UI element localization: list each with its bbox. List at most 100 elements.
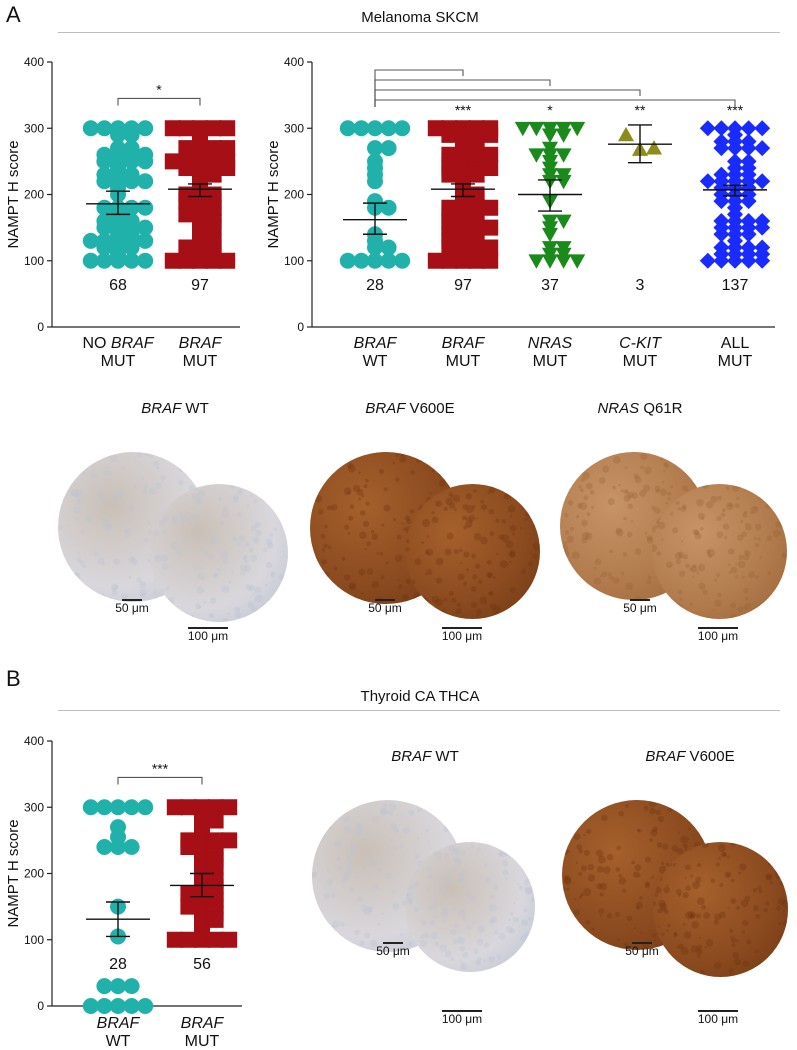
data-point <box>754 120 771 137</box>
data-point <box>367 173 383 190</box>
data-point <box>219 120 236 137</box>
data-point <box>96 978 113 995</box>
data-point <box>180 885 197 902</box>
data-point <box>482 239 499 256</box>
significance-label: * <box>547 102 553 118</box>
data-point <box>110 126 126 143</box>
y-tick-label: 300 <box>24 800 44 814</box>
data-point <box>123 166 140 183</box>
scale-label-small: 50 μm <box>368 601 402 615</box>
scale-label-small: 50 μm <box>625 944 659 958</box>
category-label: C-KIT <box>619 335 662 352</box>
data-point <box>123 126 140 143</box>
data-point <box>82 252 99 269</box>
data-point <box>713 239 730 256</box>
data-point <box>380 140 397 157</box>
scale-bar-small <box>632 942 652 944</box>
y-tick-label: 100 <box>24 933 44 947</box>
data-point <box>207 872 224 889</box>
category-label-line2: MUT <box>533 353 568 370</box>
data-point <box>205 232 222 249</box>
significance-label: ** <box>635 102 646 118</box>
n-label: 3 <box>636 277 645 294</box>
data-point <box>380 239 397 256</box>
data-point <box>207 812 224 829</box>
category-label-line2: WT <box>363 353 388 370</box>
data-point <box>207 832 224 849</box>
data-point <box>468 120 485 137</box>
data-point <box>528 121 545 137</box>
data-point <box>123 799 140 816</box>
scale-bar-small <box>630 599 650 601</box>
data-point <box>137 219 154 236</box>
data-point <box>180 931 197 948</box>
data-point <box>754 252 771 269</box>
data-point <box>164 252 181 269</box>
data-point <box>528 254 545 269</box>
y-tick-label: 400 <box>284 55 304 69</box>
y-tick-label: 100 <box>284 254 304 268</box>
data-point <box>699 173 716 190</box>
mean-sem-bar <box>170 872 234 898</box>
mean-sem-bar <box>518 179 582 212</box>
data-point <box>221 799 238 816</box>
data-point <box>569 254 586 269</box>
data-point <box>569 121 586 137</box>
data-point <box>455 126 471 143</box>
data-point <box>178 160 195 176</box>
n-label: 28 <box>366 277 384 294</box>
data-point <box>123 839 140 855</box>
scale-label-large: 100 μm <box>441 1012 483 1026</box>
data-point <box>468 146 485 163</box>
data-point <box>96 219 113 236</box>
category-label: ALL <box>721 335 750 352</box>
data-point <box>96 998 113 1014</box>
data-point <box>180 898 197 915</box>
data-point <box>394 120 411 137</box>
category-label: BRAF <box>97 1015 141 1032</box>
data-point <box>166 931 183 948</box>
data-point <box>455 146 471 163</box>
scale-bar-large <box>698 1010 738 1012</box>
data-point <box>96 166 113 183</box>
data-point <box>137 232 154 249</box>
series-group <box>82 120 154 269</box>
data-point <box>137 120 154 137</box>
data-point <box>555 214 572 229</box>
data-point <box>740 133 757 150</box>
scale-label-large: 100 μm <box>441 629 483 643</box>
mean-sem-bar <box>168 183 232 198</box>
data-point <box>194 905 210 922</box>
category-label-line2: MUT <box>623 353 658 370</box>
data-point <box>427 120 444 137</box>
data-point <box>96 146 113 163</box>
ihc-zoom-image <box>405 484 540 619</box>
y-axis-label: NAMPT H score <box>5 819 22 927</box>
data-point <box>713 166 730 183</box>
mean-sem-bar <box>431 183 495 198</box>
data-point <box>82 120 99 137</box>
data-point <box>194 845 210 862</box>
data-point <box>180 799 197 816</box>
data-point <box>482 199 499 216</box>
n-label: 97 <box>454 277 472 294</box>
y-tick-label: 400 <box>24 734 44 748</box>
data-point <box>96 239 113 256</box>
y-tick-label: 200 <box>24 867 44 881</box>
data-point <box>207 858 224 875</box>
data-point <box>339 120 356 137</box>
y-tick-label: 0 <box>37 999 44 1013</box>
significance-label: * <box>156 81 162 97</box>
data-point <box>205 246 222 263</box>
data-point <box>468 226 485 243</box>
data-point <box>194 805 210 822</box>
data-point <box>482 219 499 236</box>
data-point <box>110 998 126 1014</box>
n-label: 68 <box>109 277 127 294</box>
y-tick-label: 400 <box>24 55 44 69</box>
data-point <box>178 206 195 223</box>
scale-label-small: 50 μm <box>115 601 149 615</box>
data-point <box>740 239 757 256</box>
series-group <box>427 120 499 269</box>
significance-label: *** <box>152 760 169 776</box>
